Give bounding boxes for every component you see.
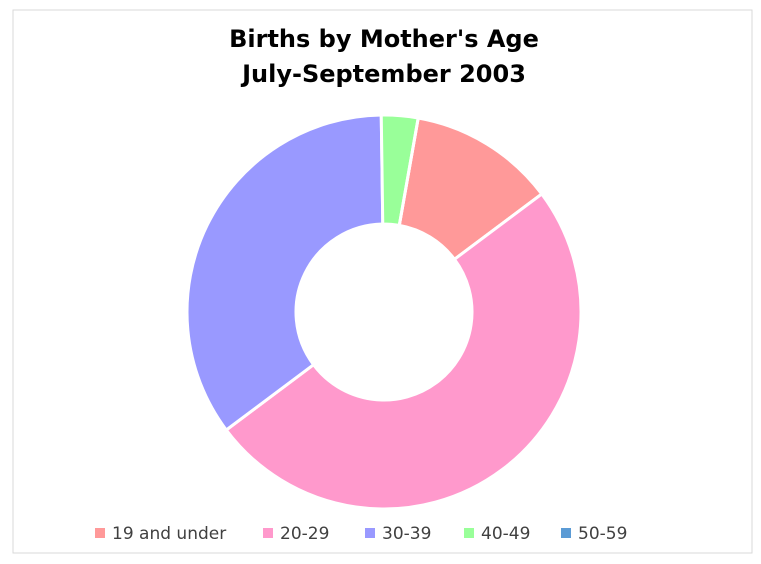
legend-label: 30-39 <box>382 524 431 544</box>
legend-swatch <box>263 528 273 538</box>
donut-slice <box>224 191 583 511</box>
donut-slice <box>185 113 385 433</box>
legend-swatch <box>365 528 375 538</box>
donut-slice <box>379 113 420 228</box>
legend-swatch <box>561 528 571 538</box>
legend-label: 19 and under <box>112 524 226 544</box>
legend-label: 40-49 <box>481 524 530 544</box>
chart-subtitle: July-September 2003 <box>240 60 526 88</box>
legend-swatch <box>464 528 474 538</box>
chart-title: Births by Mother's Age <box>229 25 539 53</box>
legend-label: 20-29 <box>280 524 329 544</box>
legend-swatch <box>95 528 105 538</box>
legend-label: 50-59 <box>578 524 627 544</box>
